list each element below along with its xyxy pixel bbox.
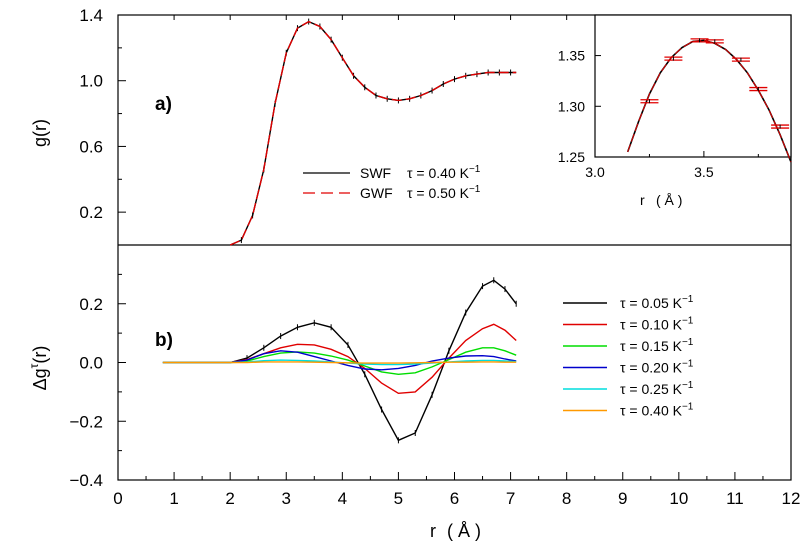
panel-b-xtick-label: 2 — [225, 489, 234, 508]
panel-b-series-3 — [162, 350, 517, 371]
inset: 1.25 1.30 1.35 3.0 3.5 — [558, 38, 792, 180]
panel-b-xtick-label: 3 — [282, 489, 291, 508]
panel-b-xtick-label: 11 — [726, 489, 744, 508]
panel-b-series-1 — [162, 323, 517, 395]
inset-frame — [594, 14, 792, 158]
panel-b-xtick-label: 0 — [113, 489, 122, 508]
panel-a-ylabel: g(r) — [30, 119, 50, 147]
panel-b-ylabel-suffix: (r) — [30, 346, 50, 364]
panel-b-ytick-label: 0.0 — [79, 354, 103, 373]
legend-b-label-4: τ = 0.25 K−1 — [620, 380, 694, 397]
legend-b-label-2: τ = 0.15 K−1 — [620, 337, 694, 354]
inset-curve-gwf — [627, 39, 792, 163]
panel-b-series-4 — [162, 359, 517, 366]
panel-b-xtick-label: 7 — [506, 489, 515, 508]
panel-a-ytick-label: 1.0 — [79, 72, 103, 91]
inset-ytick-label: 1.30 — [558, 98, 585, 114]
panel-b-xtick-label: 10 — [669, 489, 688, 508]
panel-b-xtick-label: 1 — [169, 489, 178, 508]
panel-b-xtick-label: 9 — [618, 489, 627, 508]
panel-b-series-2 — [162, 347, 517, 376]
panel-b-ylabel-sup: τ — [27, 363, 41, 368]
inset-xlabel-unit: ( Å ) — [656, 192, 682, 208]
panel-a-ytick-label: 0.2 — [79, 203, 103, 222]
legend-swf-name: SWF — [360, 165, 391, 181]
panel-a-ytick-label: 1.4 — [79, 6, 103, 25]
panel-a-series-gwf — [229, 20, 517, 246]
legend-b-label-0: τ = 0.05 K−1 — [620, 294, 694, 311]
panel-b-series-5 — [162, 361, 517, 364]
inset-xtick-label: 3.5 — [694, 164, 714, 180]
panel-b-xlabel-unit: ( Å ) — [447, 521, 481, 541]
legend-gwf-tau: τ = 0.50 K−1 — [407, 184, 481, 201]
panel-a-ytick-label: 0.6 — [79, 137, 103, 156]
panel-b-ytick-label: −0.4 — [69, 471, 103, 490]
panel-b-xtick-label: 8 — [562, 489, 571, 508]
legend-b-label-5: τ = 0.40 K−1 — [620, 402, 694, 419]
panel-b-ylabel-main: Δg — [30, 368, 50, 390]
legend-gwf-name: GWF — [360, 185, 393, 201]
panel-b: −0.4−0.20.00.20 1 2 3 4 5 6 7 8 9 10 11 12 — [69, 273, 801, 508]
legend-swf-tau: τ = 0.40 K−1 — [407, 164, 481, 181]
panel-b-xtick-label: 6 — [450, 489, 459, 508]
panel-b-ytick-label: 0.2 — [79, 295, 103, 314]
panel-b-xlabel: r — [430, 521, 436, 541]
legend-panel-b: τ = 0.05 K−1 τ = 0.10 K−1 τ = 0.15 K−1 τ = … — [563, 294, 694, 419]
panel-b-xtick-label: 5 — [394, 489, 403, 508]
inset-xtick-label: 3.0 — [585, 164, 605, 180]
panel-b-series-0 — [162, 279, 517, 442]
panel-a-label: a) — [155, 94, 172, 115]
legend-panel-a: SWF τ = 0.40 K−1 GWF τ = 0.50 K−1 — [303, 164, 481, 201]
panel-a-series-swf — [229, 20, 517, 246]
inset-ytick-label: 1.25 — [558, 149, 585, 165]
panel-b-xtick-label: 4 — [338, 489, 347, 508]
panel-b-label: b) — [155, 330, 173, 351]
panel-b-ylabel: Δgτ(r) — [27, 346, 50, 391]
svg-text:Δgτ(r): Δgτ(r) — [27, 346, 50, 391]
inset-ytick-label: 1.35 — [558, 48, 585, 64]
panel-a: 0.2 0.6 1.0 1.4 — [79, 6, 792, 246]
panel-b-ytick-label: −0.2 — [69, 412, 103, 431]
inset-xlabel: r — [640, 192, 645, 208]
legend-b-label-1: τ = 0.10 K−1 — [620, 316, 694, 333]
legend-b-label-3: τ = 0.20 K−1 — [620, 359, 694, 376]
panel-b-xtick-label: 12 — [782, 489, 801, 508]
